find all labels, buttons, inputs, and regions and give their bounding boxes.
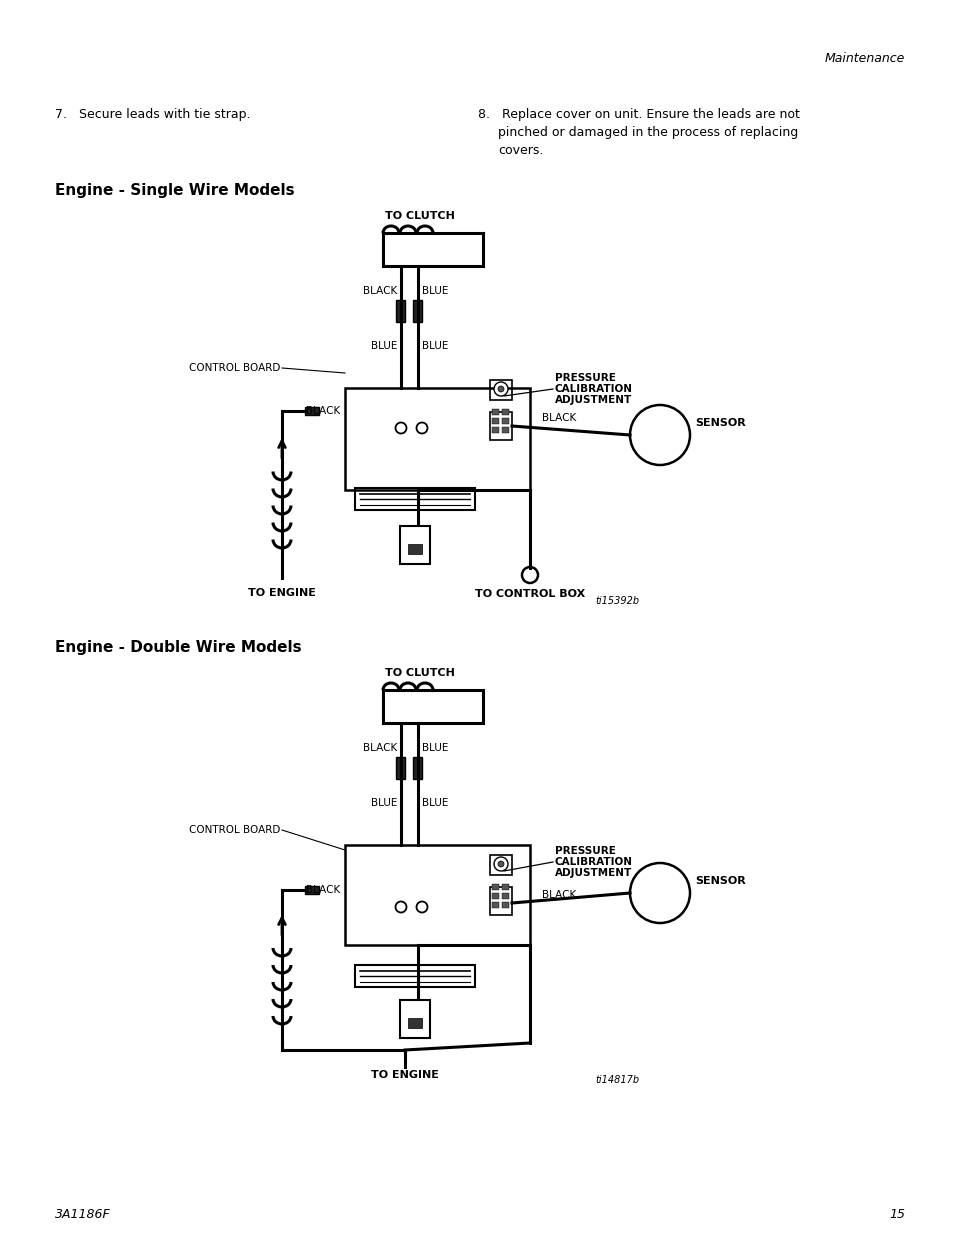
Text: TO CLUTCH: TO CLUTCH: [385, 668, 455, 678]
Text: CALIBRATION: CALIBRATION: [555, 857, 633, 867]
Text: BLACK: BLACK: [305, 406, 339, 416]
Text: 15: 15: [888, 1208, 904, 1221]
Circle shape: [497, 861, 503, 867]
Bar: [492, 409, 498, 415]
Text: BLACK: BLACK: [362, 743, 396, 753]
Text: Maintenance: Maintenance: [823, 52, 904, 65]
Circle shape: [494, 382, 507, 396]
Text: BLUE: BLUE: [421, 743, 448, 753]
Bar: [399, 1000, 430, 1037]
Bar: [492, 902, 498, 908]
Bar: [408, 1018, 421, 1028]
Text: SENSOR: SENSOR: [695, 876, 745, 885]
Text: BLUE: BLUE: [421, 798, 448, 808]
Text: BLACK: BLACK: [541, 412, 576, 424]
Bar: [355, 965, 475, 987]
Bar: [345, 388, 530, 490]
Text: BLUE: BLUE: [421, 287, 448, 296]
Text: BLACK: BLACK: [541, 890, 576, 900]
Text: BLACK: BLACK: [362, 287, 396, 296]
Bar: [490, 855, 512, 876]
Text: 3A1186F: 3A1186F: [55, 1208, 111, 1221]
Bar: [492, 417, 498, 424]
Text: Engine - Double Wire Models: Engine - Double Wire Models: [55, 640, 301, 655]
Bar: [501, 417, 509, 424]
Text: BLUE: BLUE: [370, 341, 396, 351]
Text: CALIBRATION: CALIBRATION: [555, 384, 633, 394]
Bar: [490, 887, 512, 915]
Bar: [492, 427, 498, 433]
Bar: [501, 893, 509, 899]
Circle shape: [497, 387, 503, 391]
Text: 7.   Secure leads with tie strap.: 7. Secure leads with tie strap.: [55, 107, 251, 121]
Text: TO ENGINE: TO ENGINE: [248, 588, 315, 598]
Text: PRESSURE: PRESSURE: [555, 373, 616, 383]
Text: covers.: covers.: [497, 144, 543, 157]
Bar: [490, 380, 512, 400]
Text: TO CONTROL BOX: TO CONTROL BOX: [475, 589, 584, 599]
Bar: [492, 893, 498, 899]
Bar: [490, 412, 512, 440]
Text: SENSOR: SENSOR: [695, 417, 745, 429]
Text: CONTROL BOARD: CONTROL BOARD: [189, 363, 280, 373]
Bar: [501, 884, 509, 890]
Bar: [396, 757, 405, 779]
Text: 8.   Replace cover on unit. Ensure the leads are not: 8. Replace cover on unit. Ensure the lea…: [477, 107, 799, 121]
Bar: [492, 884, 498, 890]
Text: TO CLUTCH: TO CLUTCH: [385, 211, 455, 221]
Bar: [501, 427, 509, 433]
Bar: [345, 845, 530, 945]
Circle shape: [494, 857, 507, 871]
Text: ADJUSTMENT: ADJUSTMENT: [555, 395, 632, 405]
Text: CONTROL BOARD: CONTROL BOARD: [189, 825, 280, 835]
Bar: [305, 885, 318, 894]
Text: BLUE: BLUE: [421, 341, 448, 351]
Text: BLUE: BLUE: [370, 798, 396, 808]
Bar: [305, 408, 318, 415]
Bar: [413, 757, 422, 779]
Bar: [355, 488, 475, 510]
Bar: [501, 902, 509, 908]
Bar: [396, 300, 405, 322]
Bar: [501, 409, 509, 415]
Text: ADJUSTMENT: ADJUSTMENT: [555, 868, 632, 878]
Text: ti15392b: ti15392b: [596, 597, 639, 606]
Text: PRESSURE: PRESSURE: [555, 846, 616, 856]
Bar: [413, 300, 422, 322]
Text: pinched or damaged in the process of replacing: pinched or damaged in the process of rep…: [497, 126, 798, 140]
Text: BLACK: BLACK: [305, 885, 339, 895]
Bar: [408, 543, 421, 555]
Bar: [399, 526, 430, 564]
Text: Engine - Single Wire Models: Engine - Single Wire Models: [55, 183, 294, 198]
Text: ti14817b: ti14817b: [596, 1074, 639, 1086]
Text: TO ENGINE: TO ENGINE: [371, 1070, 438, 1079]
